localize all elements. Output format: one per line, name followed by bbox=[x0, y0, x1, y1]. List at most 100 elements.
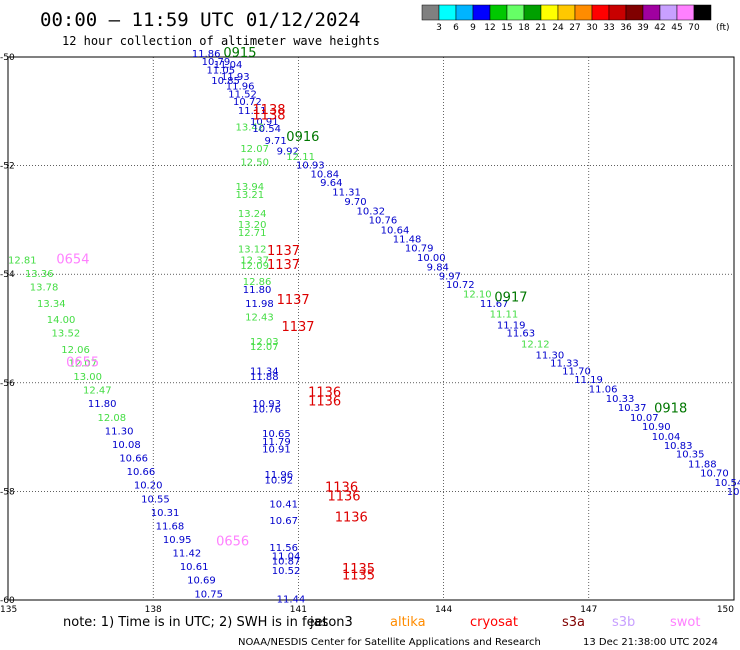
wave-height-value: 10.93 bbox=[252, 399, 281, 410]
wave-height-value: 10.90 bbox=[642, 422, 671, 433]
legend-label: 70 bbox=[688, 23, 700, 33]
wave-height-value: 11.56 bbox=[269, 543, 298, 554]
wave-height-value: 10.76 bbox=[369, 216, 398, 227]
wave-height-value: 9.70 bbox=[344, 197, 366, 208]
satellite-name: s3a bbox=[562, 615, 585, 630]
wave-height-value: 10.04 bbox=[652, 432, 681, 443]
wave-height-value: 11.79 bbox=[262, 437, 291, 448]
legend-swatch bbox=[557, 4, 576, 21]
legend-label: 33 bbox=[603, 23, 614, 33]
legend-swatch bbox=[659, 4, 678, 21]
legend-swatch bbox=[455, 4, 474, 21]
wave-height-value: 10.72 bbox=[446, 280, 475, 291]
wave-height-value: 11.67 bbox=[480, 299, 509, 310]
chart-grid bbox=[8, 57, 734, 600]
wave-height-value: 11.80 bbox=[243, 285, 272, 296]
satellite-name: s3b bbox=[612, 615, 635, 630]
wave-height-value: 10.9 bbox=[727, 487, 740, 498]
pass-time-label: 1136 bbox=[308, 385, 341, 400]
wave-height-value: 10.32 bbox=[356, 206, 385, 217]
wave-height-value: 13.20 bbox=[238, 220, 267, 231]
wave-height-value: 11.96 bbox=[265, 470, 294, 481]
legend-label: 6 bbox=[453, 23, 459, 33]
wave-height-value: 10.65 bbox=[262, 429, 291, 440]
axis-ticks: 135 138 141 144 147 150 -50 -52 -54 -56 -58 -60 bbox=[0, 53, 734, 615]
x-tick-label: 147 bbox=[580, 605, 597, 615]
legend-label: 15 bbox=[501, 23, 512, 33]
wave-height-value: 13.36 bbox=[25, 269, 54, 280]
wave-height-value: 9.84 bbox=[427, 262, 449, 273]
wave-height-value: 12.07 bbox=[69, 359, 98, 370]
legend-label: 3 bbox=[436, 23, 442, 33]
legend-label: 27 bbox=[569, 23, 580, 33]
wave-height-value: 10.55 bbox=[141, 494, 170, 505]
wave-height-value: 10.91 bbox=[250, 117, 279, 128]
wave-height-value: 12.10 bbox=[463, 290, 492, 301]
wave-height-value: 10.92 bbox=[265, 475, 294, 486]
legend-label: 21 bbox=[535, 23, 546, 33]
wave-height-value: 10.85 bbox=[211, 76, 240, 87]
wave-height-value: 12.37 bbox=[240, 255, 269, 266]
pass-time-label: 0917 bbox=[494, 290, 527, 305]
pass-time-label: 1138 bbox=[252, 108, 285, 123]
pass-time-label: 1137 bbox=[281, 320, 314, 335]
legend-swatch bbox=[574, 4, 593, 21]
wave-height-value: 9.64 bbox=[320, 178, 342, 189]
footer-credit: NOAA/NESDIS Center for Satellite Applica… bbox=[238, 637, 541, 648]
legend-swatch bbox=[591, 4, 610, 21]
wave-height-value: 11.88 bbox=[688, 460, 717, 471]
wave-height-value: 11.06 bbox=[589, 385, 618, 396]
wave-height-value: 10.37 bbox=[618, 403, 647, 414]
legend-label: 42 bbox=[654, 23, 665, 33]
wave-height-value: 11.05 bbox=[206, 65, 235, 76]
satellite-name: altika bbox=[390, 615, 426, 630]
wave-height-value: 10.52 bbox=[272, 566, 301, 577]
legend-label: 45 bbox=[671, 23, 682, 33]
legend-unit: (ft) bbox=[716, 23, 730, 33]
pass-time-label: 0656 bbox=[216, 535, 249, 550]
satellite-name: jason3 bbox=[309, 615, 353, 630]
wave-height-value: 10.33 bbox=[606, 394, 635, 405]
wave-height-value: 12.11 bbox=[286, 152, 315, 163]
y-tick-label: -56 bbox=[0, 379, 15, 389]
color-legend: 3 6 9 12 15 18 21 24 27 30 33 36 39 42 45 70 bbox=[421, 4, 712, 33]
wave-height-value: 10.83 bbox=[664, 441, 693, 452]
pass-time-labels: 0915091609170918113811381137113711371137… bbox=[56, 46, 687, 583]
wave-height-value: 11.11 bbox=[490, 310, 519, 321]
wave-height-value: 12.81 bbox=[8, 255, 37, 266]
pass-time-label: 1136 bbox=[335, 510, 368, 525]
x-tick-label: 144 bbox=[435, 605, 452, 615]
pass-time-label: 1138 bbox=[252, 103, 285, 118]
wave-height-value: 13.00 bbox=[73, 372, 102, 383]
wave-height-value: 10.79 bbox=[405, 243, 434, 254]
wave-height-value: 11.48 bbox=[393, 235, 422, 246]
wave-height-value: 9.92 bbox=[277, 147, 299, 158]
legend-swatch bbox=[506, 4, 525, 21]
pass-time-label: 1137 bbox=[267, 258, 300, 273]
wave-height-value: 11.04 bbox=[272, 551, 301, 562]
legend-label: 9 bbox=[470, 23, 476, 33]
wave-height-value: 11.30 bbox=[105, 426, 134, 437]
legend-label: 39 bbox=[637, 23, 649, 33]
wave-height-value: 11.04 bbox=[214, 60, 243, 71]
legend-swatch bbox=[421, 4, 440, 21]
satellite-name: swot bbox=[670, 615, 700, 630]
legend-swatch bbox=[540, 4, 559, 21]
wave-height-value: 11.44 bbox=[277, 595, 306, 606]
wave-height-value: 13.94 bbox=[235, 182, 264, 193]
wave-height-value: 10.72 bbox=[233, 97, 262, 108]
wave-height-value: 10.95 bbox=[163, 535, 192, 546]
wave-height-value: 13.24 bbox=[238, 209, 267, 220]
wave-height-value: 13.21 bbox=[235, 190, 264, 201]
legend-swatch bbox=[625, 4, 644, 21]
wave-height-value: 11.96 bbox=[226, 82, 255, 93]
wave-height-value: 10.76 bbox=[252, 405, 281, 416]
wave-height-value: 13.78 bbox=[30, 282, 59, 293]
pass-time-label: 1135 bbox=[342, 568, 375, 583]
wave-height-value: 10.66 bbox=[119, 454, 148, 465]
pass-time-label: 0915 bbox=[223, 46, 256, 61]
wave-height-value: 11.88 bbox=[250, 372, 279, 383]
wave-height-value: 11.70 bbox=[562, 367, 591, 378]
chart-title: 00:00 – 11:59 UTC 01/12/2024 bbox=[40, 9, 360, 31]
legend-swatch bbox=[676, 4, 695, 21]
